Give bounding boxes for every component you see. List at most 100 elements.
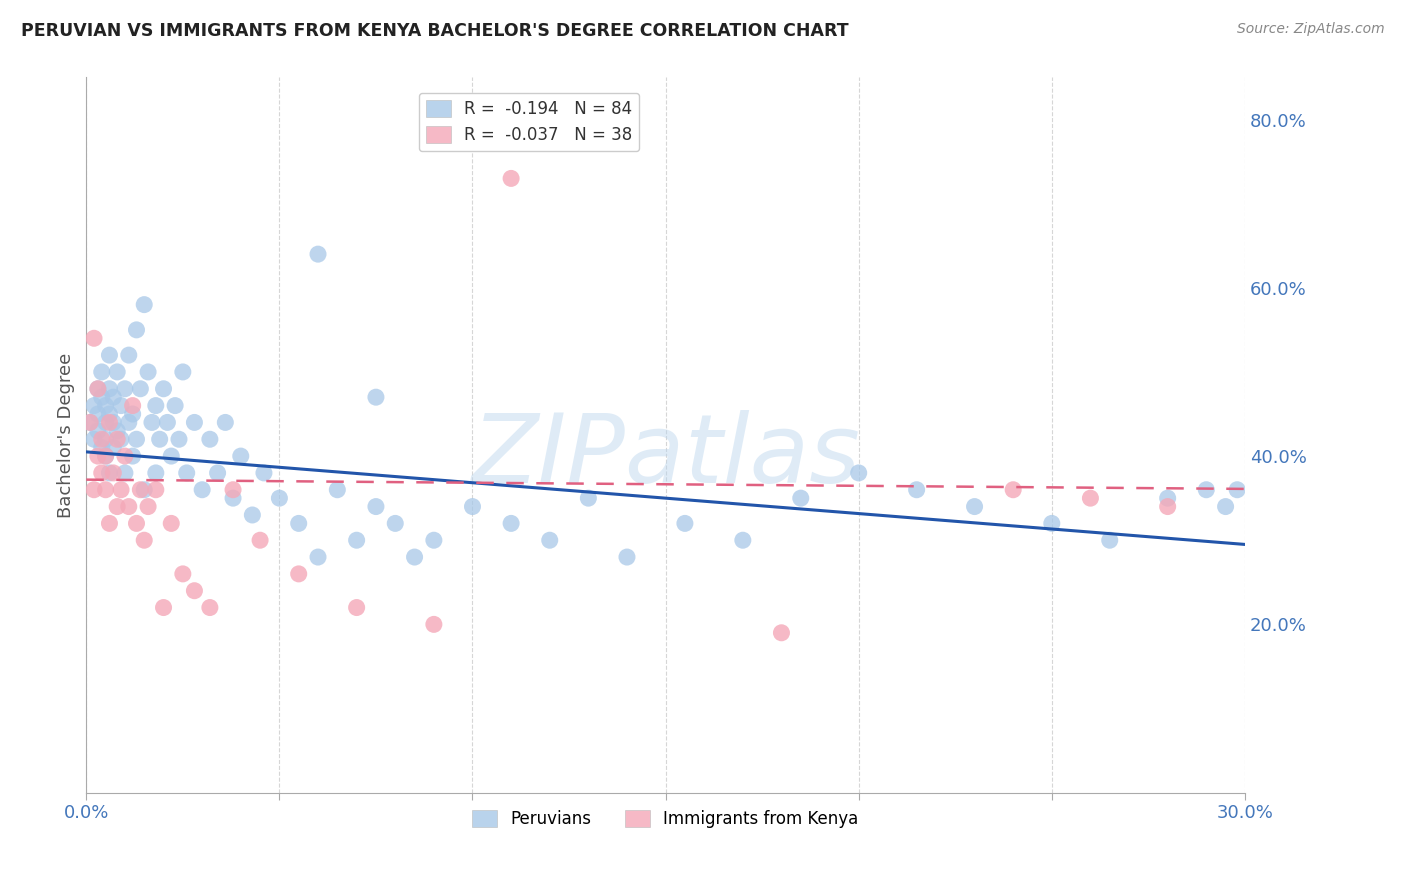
Point: [118, 500, 141, 514]
Point: [214, 416, 236, 430]
Point: [134, 483, 156, 497]
Point: [790, 491, 813, 505]
Point: [423, 533, 446, 548]
Point: [731, 533, 754, 548]
Point: [287, 566, 309, 581]
Point: [110, 432, 132, 446]
Point: [110, 483, 132, 497]
Point: [501, 171, 523, 186]
Point: [90, 441, 112, 455]
Point: [105, 424, 128, 438]
Point: [87, 407, 110, 421]
Point: [129, 382, 152, 396]
Point: [152, 382, 174, 396]
Point: [326, 483, 349, 497]
Point: [848, 466, 870, 480]
Point: [114, 466, 136, 480]
Point: [222, 483, 245, 497]
Point: [118, 416, 141, 430]
Point: [87, 424, 110, 438]
Point: [98, 382, 121, 396]
Point: [94, 399, 117, 413]
Point: [98, 348, 121, 362]
Point: [125, 432, 148, 446]
Point: [576, 491, 599, 505]
Point: [90, 365, 112, 379]
Point: [167, 432, 190, 446]
Point: [287, 516, 309, 531]
Point: [172, 365, 194, 379]
Point: [90, 390, 112, 404]
Text: Source: ZipAtlas.com: Source: ZipAtlas.com: [1237, 22, 1385, 37]
Point: [160, 449, 183, 463]
Point: [364, 500, 387, 514]
Point: [121, 407, 143, 421]
Point: [129, 483, 152, 497]
Point: [1080, 491, 1102, 505]
Point: [160, 516, 183, 531]
Point: [269, 491, 291, 505]
Point: [1195, 483, 1218, 497]
Point: [1156, 500, 1178, 514]
Point: [134, 533, 156, 548]
Point: [423, 617, 446, 632]
Point: [307, 247, 329, 261]
Point: [770, 625, 793, 640]
Point: [136, 365, 159, 379]
Point: [240, 508, 263, 522]
Point: [121, 399, 143, 413]
Legend: Peruvians, Immigrants from Kenya: Peruvians, Immigrants from Kenya: [465, 803, 865, 834]
Point: [253, 466, 276, 480]
Point: [103, 416, 125, 430]
Point: [103, 466, 125, 480]
Point: [229, 449, 252, 463]
Point: [183, 583, 205, 598]
Point: [141, 416, 163, 430]
Point: [103, 441, 125, 455]
Point: [94, 432, 117, 446]
Point: [198, 432, 221, 446]
Point: [98, 416, 121, 430]
Point: [125, 516, 148, 531]
Point: [87, 382, 110, 396]
Point: [176, 466, 198, 480]
Point: [105, 500, 128, 514]
Point: [145, 399, 167, 413]
Point: [1215, 500, 1237, 514]
Point: [94, 483, 117, 497]
Point: [83, 399, 105, 413]
Point: [103, 390, 125, 404]
Point: [121, 449, 143, 463]
Point: [114, 382, 136, 396]
Point: [83, 483, 105, 497]
Point: [346, 533, 368, 548]
Point: [83, 331, 105, 345]
Point: [963, 500, 986, 514]
Point: [165, 399, 187, 413]
Point: [222, 491, 245, 505]
Point: [105, 365, 128, 379]
Point: [98, 407, 121, 421]
Point: [183, 416, 205, 430]
Point: [538, 533, 561, 548]
Point: [114, 449, 136, 463]
Point: [346, 600, 368, 615]
Point: [90, 432, 112, 446]
Point: [94, 449, 117, 463]
Point: [94, 416, 117, 430]
Point: [125, 323, 148, 337]
Text: ZIPatlas: ZIPatlas: [471, 410, 860, 503]
Point: [191, 483, 214, 497]
Point: [98, 516, 121, 531]
Point: [1002, 483, 1025, 497]
Point: [87, 382, 110, 396]
Point: [198, 600, 221, 615]
Point: [79, 416, 101, 430]
Text: PERUVIAN VS IMMIGRANTS FROM KENYA BACHELOR'S DEGREE CORRELATION CHART: PERUVIAN VS IMMIGRANTS FROM KENYA BACHEL…: [21, 22, 849, 40]
Point: [94, 449, 117, 463]
Point: [149, 432, 172, 446]
Point: [172, 566, 194, 581]
Point: [83, 432, 105, 446]
Point: [673, 516, 696, 531]
Point: [249, 533, 271, 548]
